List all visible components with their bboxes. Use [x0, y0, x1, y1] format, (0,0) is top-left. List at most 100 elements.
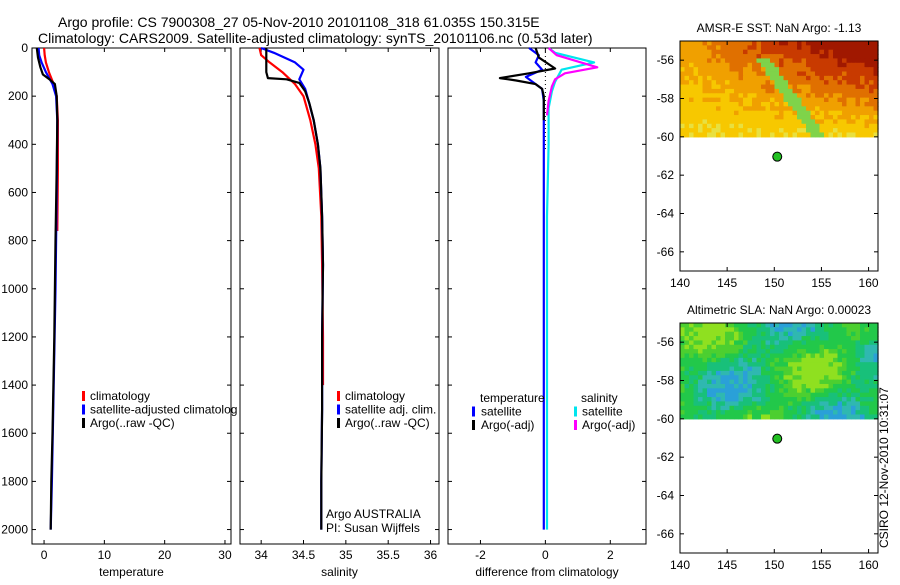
heatmap-cell [738, 336, 744, 342]
heatmap-cell [819, 128, 825, 134]
heatmap-cell [689, 80, 695, 86]
heatmap-cell [810, 353, 816, 359]
chart-sla_map: Altimetric SLA: NaN Argo: 0.00023-56-58-… [657, 303, 879, 572]
heatmap-cell [797, 93, 803, 99]
heatmap-cell [756, 375, 762, 381]
heatmap-cell [698, 88, 704, 94]
heatmap-cell [684, 101, 690, 107]
heatmap-cell [779, 366, 785, 372]
heatmap-cell [815, 336, 821, 342]
heatmap-cell [824, 62, 830, 68]
heatmap-cell [770, 323, 776, 328]
heatmap-cell [752, 327, 758, 333]
heatmap-cell [743, 106, 749, 112]
heatmap-cell [725, 84, 731, 90]
heatmap-cell [689, 414, 695, 420]
heatmap-cell [689, 327, 695, 333]
heatmap-cell [815, 106, 821, 112]
heatmap-cell [824, 97, 830, 103]
heatmap-cell [815, 41, 821, 46]
heatmap-cell [693, 101, 699, 107]
heatmap-cell [824, 123, 830, 129]
heatmap-cell [734, 110, 740, 116]
heatmap-cell [842, 88, 848, 94]
heatmap-cell [860, 366, 866, 372]
heatmap-cell [752, 388, 758, 394]
heatmap-cell [743, 101, 749, 107]
heatmap-cell [729, 101, 735, 107]
heatmap-cell [725, 110, 731, 116]
heatmap-cell [824, 362, 830, 368]
heatmap-cell [779, 49, 785, 55]
heatmap-cell [765, 375, 771, 381]
heatmap-cell [747, 331, 753, 337]
heatmap-cell [680, 41, 686, 46]
heatmap-cell [864, 349, 870, 355]
heatmap-cell [792, 353, 798, 359]
heatmap-cell [819, 132, 825, 138]
heatmap-cell [851, 375, 857, 381]
heatmap-cell [860, 123, 866, 129]
heatmap-cell [819, 388, 825, 394]
heatmap-cell [765, 397, 771, 403]
heatmap-cell [815, 414, 821, 420]
heatmap-cell [765, 362, 771, 368]
heatmap-cell [707, 128, 713, 134]
heatmap-cell [711, 71, 717, 77]
heatmap-cell [837, 84, 843, 90]
y-tick-label: 1600 [1, 426, 28, 440]
heatmap-cell [779, 388, 785, 394]
heatmap-cell [860, 344, 866, 350]
heatmap-cell [846, 414, 852, 420]
heatmap-cell [689, 71, 695, 77]
x-tick-label: 20 [158, 548, 172, 562]
heatmap-cell [828, 88, 834, 94]
heatmap-cell [855, 392, 861, 398]
heatmap-cell [824, 84, 830, 90]
heatmap-cell [765, 54, 771, 60]
heatmap-cell [752, 49, 758, 55]
heatmap-cell [738, 132, 744, 138]
heatmap-cell [747, 366, 753, 372]
heatmap-cell [801, 75, 807, 81]
heatmap-cell [738, 128, 744, 134]
figure-title-line1: Argo profile: CS 7900308_27 05-Nov-2010 … [58, 14, 540, 30]
heatmap-cell [801, 336, 807, 342]
heatmap-cell [707, 383, 713, 389]
heatmap-cell [846, 88, 852, 94]
heatmap-cell [864, 370, 870, 376]
heatmap-cell [873, 41, 879, 46]
heatmap-cell [824, 401, 830, 407]
heatmap-cell [725, 397, 731, 403]
heatmap-cell [824, 88, 830, 94]
heatmap-cell [702, 388, 708, 394]
heatmap-cell [855, 62, 861, 68]
heatmap-cell [743, 392, 749, 398]
heatmap-cell [770, 80, 776, 86]
heatmap-cell [864, 379, 870, 385]
heatmap-cell [756, 128, 762, 134]
heatmap-cell [752, 344, 758, 350]
heatmap-cell [752, 375, 758, 381]
heatmap-cell [828, 366, 834, 372]
heatmap-cell [734, 106, 740, 112]
heatmap-cell [747, 106, 753, 112]
heatmap-cell [702, 375, 708, 381]
heatmap-cell [806, 71, 812, 77]
heatmap-cell [720, 71, 726, 77]
heatmap-cell [828, 45, 834, 51]
heatmap-cell [837, 62, 843, 68]
heatmap-cell [689, 388, 695, 394]
heatmap-cell [738, 97, 744, 103]
heatmap-cell [707, 327, 713, 333]
heatmap-cell [837, 388, 843, 394]
heatmap-cell [756, 115, 762, 121]
heatmap-cell [716, 388, 722, 394]
heatmap-cell [779, 336, 785, 342]
heatmap-cell [747, 110, 753, 116]
heatmap-cell [752, 383, 758, 389]
heatmap-cell [833, 67, 839, 73]
heatmap-cell [734, 132, 740, 138]
heatmap-cell [716, 379, 722, 385]
heatmap-cell [788, 93, 794, 99]
